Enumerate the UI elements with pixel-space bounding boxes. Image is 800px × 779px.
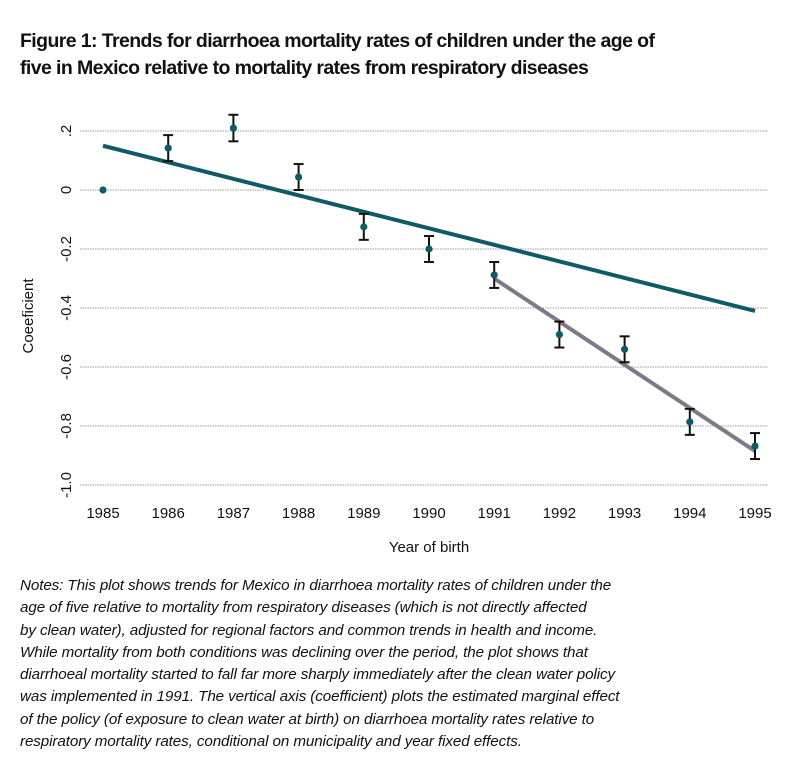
x-tick-label: 1991 bbox=[478, 505, 511, 522]
y-tick-label: -0.4 bbox=[58, 295, 75, 321]
data-point bbox=[360, 223, 368, 231]
notes-line: was implemented in 1991. The vertical ax… bbox=[20, 688, 620, 706]
x-tick-label: 1986 bbox=[152, 505, 185, 522]
x-tick-label: 1988 bbox=[282, 505, 315, 522]
notes-line: of the policy (of exposure to clean wate… bbox=[20, 710, 595, 728]
x-tick-label: 1990 bbox=[412, 505, 445, 522]
notes-line: While mortality from both conditions was… bbox=[20, 643, 588, 661]
x-tick-label: 1989 bbox=[347, 505, 380, 522]
x-tick-label: 1993 bbox=[608, 505, 641, 522]
data-point bbox=[425, 245, 433, 253]
x-tick-label: 1992 bbox=[543, 505, 576, 522]
data-point bbox=[555, 330, 564, 339]
y-tick-label: .2 bbox=[58, 125, 75, 138]
x-tick-label: 1985 bbox=[86, 505, 119, 522]
figure-title: Figure 1: Trends for diarrhoea mortality… bbox=[20, 28, 790, 82]
chart: .2 0 -0.2 -0.4 -0.6 -0.8 -1.0 1985 1986 1987 1988… bbox=[20, 113, 772, 556]
title-line: Figure 1: Trends for diarrhoea mortality… bbox=[20, 30, 655, 52]
y-axis-label: Coeeficient bbox=[20, 278, 37, 354]
data-point bbox=[686, 418, 694, 426]
x-tick-label: 1994 bbox=[673, 505, 706, 522]
notes-line: age of five relative to mortality from r… bbox=[20, 599, 587, 617]
notes-line: by clean water), adjusted for regional f… bbox=[20, 621, 598, 639]
y-tick-label: -0.2 bbox=[58, 236, 75, 262]
notes-line: respiratory mortality rates, conditional… bbox=[20, 733, 522, 751]
data-point bbox=[99, 186, 107, 194]
x-tick-label: 1987 bbox=[217, 505, 250, 522]
y-tick-label: -0.8 bbox=[58, 413, 75, 439]
x-tick-label: 1995 bbox=[738, 505, 771, 522]
data-point bbox=[490, 271, 498, 279]
y-tick-label: -0.6 bbox=[58, 354, 75, 380]
post-1991-trend-line bbox=[493, 276, 757, 453]
y-tick-label: -1.0 bbox=[58, 472, 75, 498]
data-point bbox=[751, 442, 759, 450]
data-point bbox=[295, 173, 303, 181]
y-tick-label: 0 bbox=[58, 186, 75, 194]
notes-line: diarrhoeal mortality started to fall far… bbox=[20, 666, 615, 684]
data-point bbox=[621, 345, 629, 353]
title-line: five in Mexico relative to mortality rat… bbox=[20, 57, 589, 79]
data-point bbox=[164, 144, 172, 152]
data-point bbox=[229, 124, 237, 132]
x-axis-label: Year of birth bbox=[389, 539, 469, 556]
overall-trend-line bbox=[102, 143, 756, 313]
notes-line: Notes: This plot shows trends for Mexico… bbox=[20, 577, 612, 594]
figure-notes: Notes: This plot shows trends for Mexico… bbox=[20, 575, 795, 753]
